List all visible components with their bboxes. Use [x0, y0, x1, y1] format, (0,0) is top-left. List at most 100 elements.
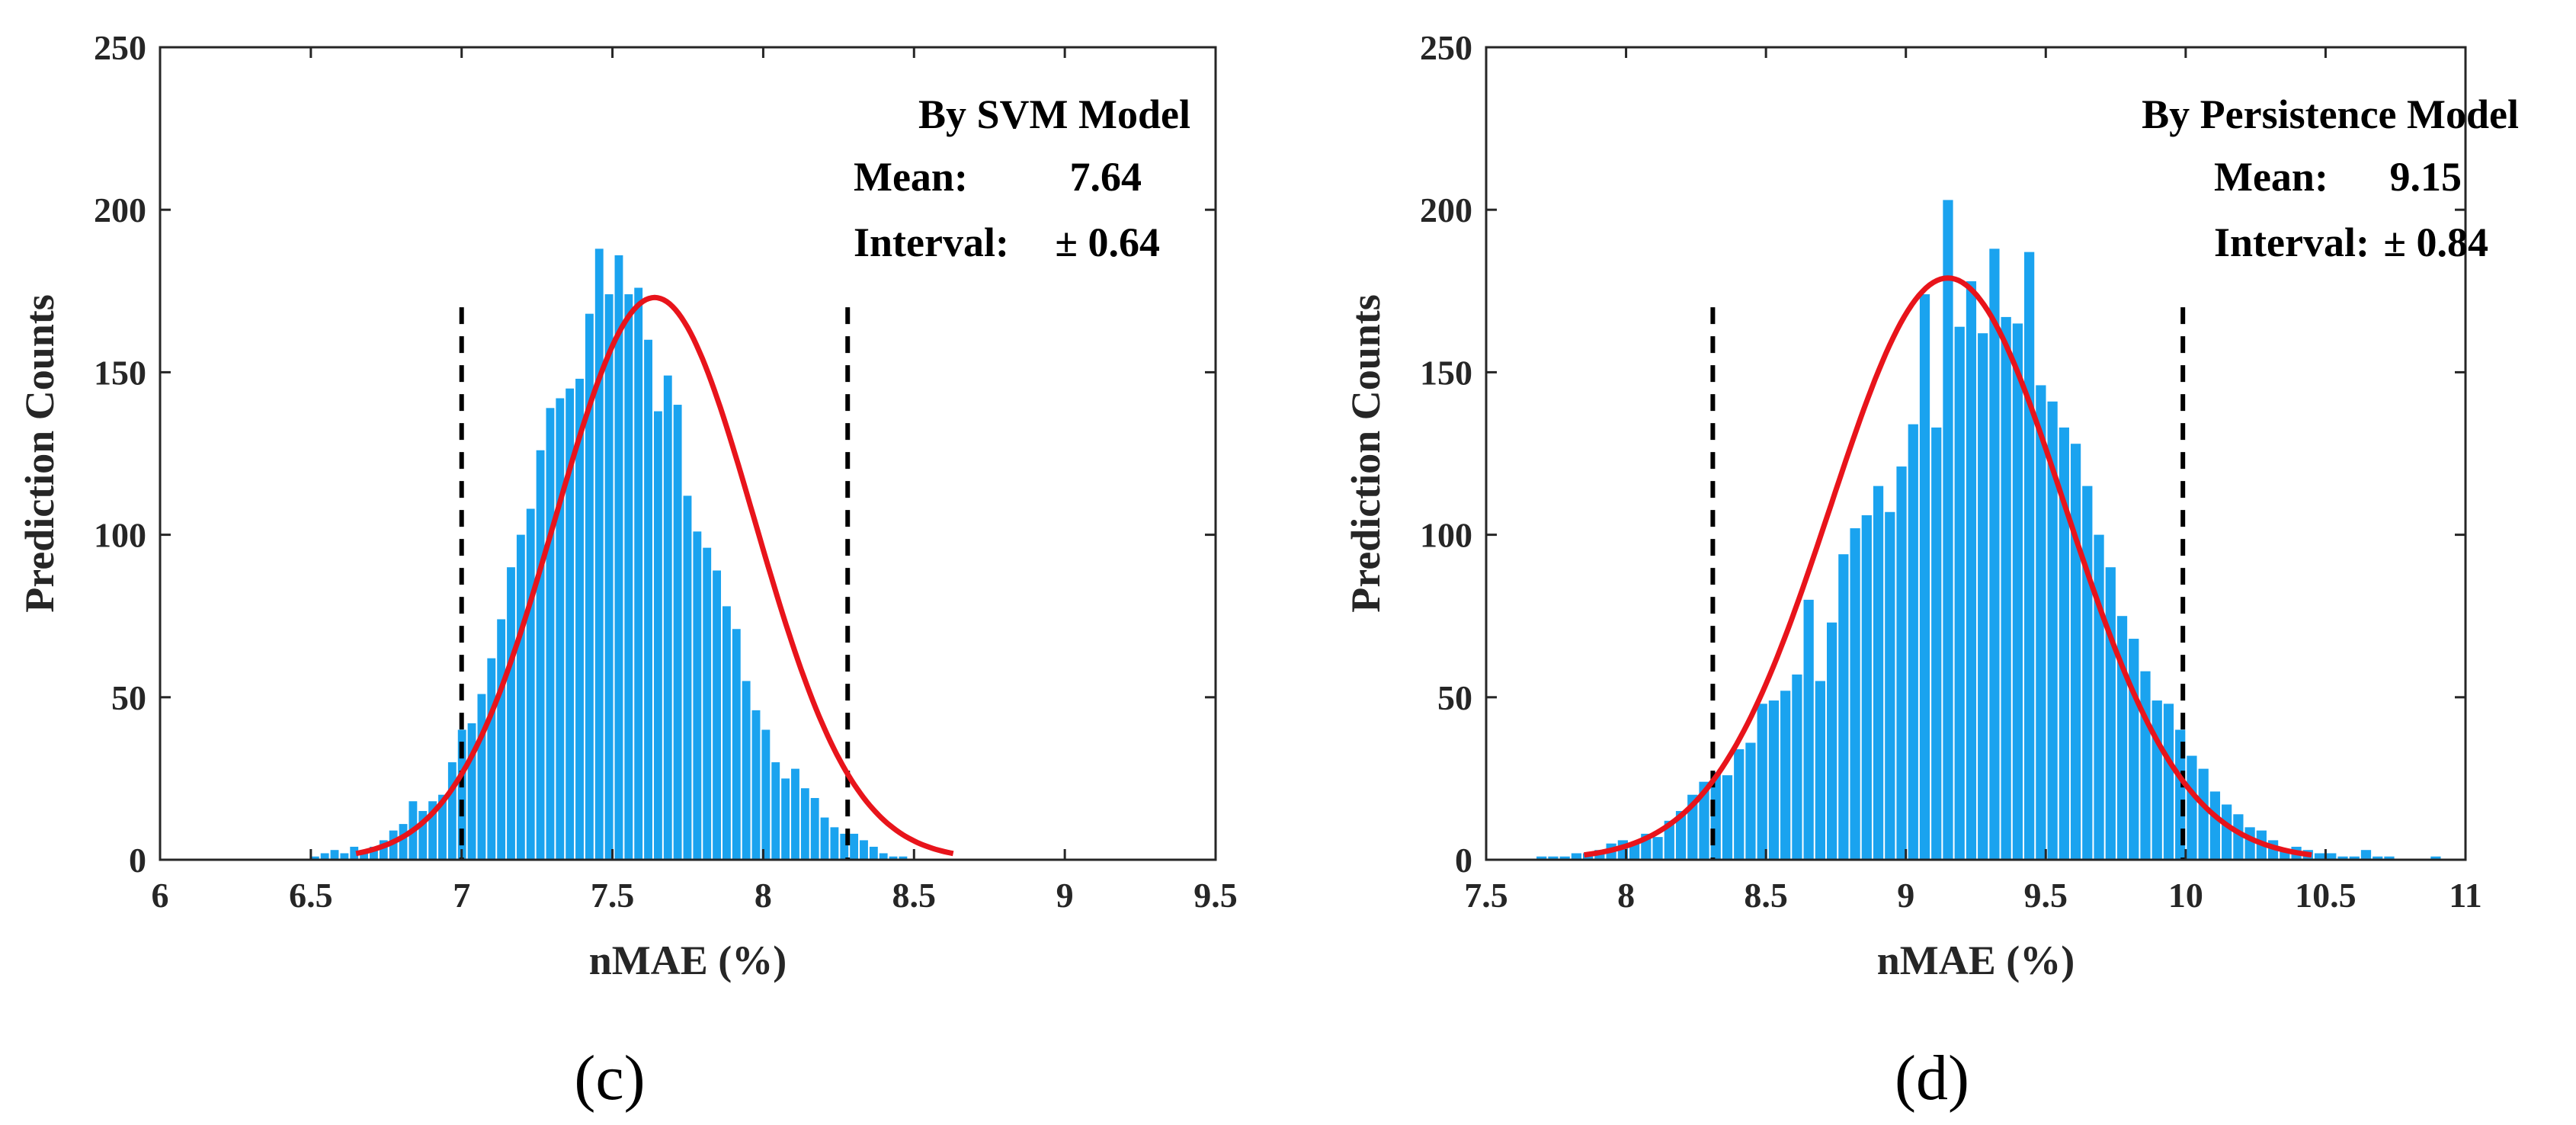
histogram-bar	[566, 388, 575, 861]
histogram-bar	[1722, 775, 1733, 860]
histogram-bar	[1850, 528, 1860, 860]
histogram-bar	[1792, 674, 1802, 860]
histogram-bar	[703, 547, 712, 860]
histogram-bar	[2070, 444, 2081, 860]
histogram-bar	[1757, 704, 1767, 860]
y-tick-label: 100	[94, 516, 146, 555]
x-tick-label: 6	[152, 876, 169, 915]
histogram-bar	[1815, 681, 1825, 860]
histogram-bar	[2373, 856, 2383, 860]
histogram-bar	[2175, 729, 2186, 860]
histogram-bar	[1780, 691, 1791, 860]
histogram-bar	[634, 287, 643, 860]
histogram-bar	[2094, 534, 2104, 860]
histogram-bar	[2430, 856, 2441, 860]
y-tick-label: 200	[1420, 191, 1472, 229]
histogram-bar	[2233, 814, 2244, 860]
histogram-bar	[457, 729, 466, 860]
histogram-bar	[1571, 853, 1582, 860]
x-tick-label: 9.5	[1193, 876, 1238, 915]
histogram-bar	[516, 534, 525, 860]
histogram-bar	[1536, 856, 1547, 860]
histogram-bar	[310, 856, 319, 860]
axis-ticks-d: 7.5 8 8.5 9 9.5 10 10.5 11 0 50 100 150 200 250	[1420, 28, 2482, 915]
interval-label-c: Interval:	[854, 220, 1009, 265]
x-tick-label: 7	[453, 876, 470, 915]
histogram-bar	[1826, 622, 1837, 860]
histogram-bar	[1954, 326, 1965, 861]
model-title-d: By Persistence Model	[2142, 91, 2519, 137]
histogram-bar	[2129, 639, 2139, 860]
y-tick-label: 50	[111, 678, 146, 717]
mean-value-c: 7.64	[1070, 154, 1142, 200]
histogram-bar	[487, 658, 496, 860]
x-tick-label: 9	[1897, 876, 1914, 915]
x-tick-label: 8	[1617, 876, 1635, 915]
histogram-bar	[2222, 804, 2232, 860]
histogram-bar	[810, 797, 819, 860]
x-tick-label: 7.5	[591, 876, 635, 915]
histogram-bar	[1652, 837, 1663, 860]
y-tick-label: 150	[94, 353, 146, 392]
histogram-bar	[673, 405, 682, 860]
histogram-bar	[1768, 700, 1780, 860]
histogram-bar	[614, 255, 623, 860]
histogram-bar	[1745, 742, 1756, 860]
histogram-bar	[1931, 427, 1942, 860]
histogram-bar	[693, 531, 702, 860]
normal-fit-curve-d	[1583, 275, 2312, 858]
histogram-bar	[418, 811, 428, 860]
histogram-bar	[507, 567, 515, 860]
histogram-bar	[860, 840, 868, 860]
histogram-bar	[399, 824, 408, 860]
x-tick-label: 8	[755, 876, 772, 915]
axes-box-d	[1485, 46, 2467, 861]
histogram-bar	[389, 830, 398, 860]
histogram-bar	[1838, 554, 1849, 860]
panel-d: 7.5 8 8.5 9 9.5 10 10.5 11 0 50 100 150 200 250 nMAE …	[1343, 28, 2519, 1114]
interval-value-d: ± 0.84	[2383, 220, 2488, 265]
histogram-bar	[732, 629, 741, 860]
panel-caption-d: (d)	[1895, 1043, 1969, 1114]
x-axis-label-c: nMAE (%)	[589, 938, 787, 983]
histogram-bar	[2198, 768, 2209, 860]
normal-fit-curve-c	[355, 294, 954, 857]
y-tick-label: 150	[1420, 353, 1472, 392]
histogram-bar	[546, 408, 555, 860]
histogram-bar	[2059, 427, 2069, 860]
histogram-bar	[624, 294, 633, 861]
histogram-bar	[1943, 200, 1953, 861]
histogram-bar	[879, 853, 888, 860]
histogram-bar	[2163, 704, 2174, 860]
histogram-bar	[340, 853, 349, 860]
histogram-bar	[575, 378, 584, 861]
model-title-c: By SVM Model	[918, 91, 1190, 137]
histogram-bar	[2012, 323, 2023, 860]
histogram-bar	[1919, 294, 1930, 861]
y-tick-label: 50	[1437, 678, 1472, 717]
histogram-bar	[742, 681, 751, 860]
histogram-bar	[2209, 791, 2221, 860]
histogram-bar	[1908, 424, 1918, 860]
histogram-bar	[379, 840, 388, 860]
histogram-bar	[360, 850, 369, 860]
histogram-bar	[2187, 755, 2197, 860]
histogram-bar	[604, 294, 614, 861]
x-tick-label: 8.5	[1744, 876, 1788, 915]
mean-value-d: 9.15	[2390, 154, 2462, 200]
histogram-bar	[2001, 316, 2011, 860]
histogram-bar	[840, 833, 849, 860]
histogram-bar	[428, 801, 437, 860]
histogram-bar	[722, 606, 731, 860]
y-tick-label: 250	[1420, 28, 1472, 67]
histogram-bar	[2082, 486, 2093, 860]
x-tick-label: 10.5	[2295, 876, 2357, 915]
histogram-bar	[899, 856, 908, 860]
histogram-bar	[497, 619, 506, 860]
x-tick-label: 9	[1056, 876, 1074, 915]
histogram-bars-c	[310, 248, 908, 861]
histogram-bar	[2314, 853, 2325, 860]
x-tick-label: 7.5	[1464, 876, 1508, 915]
histogram-bar	[1885, 511, 1895, 860]
